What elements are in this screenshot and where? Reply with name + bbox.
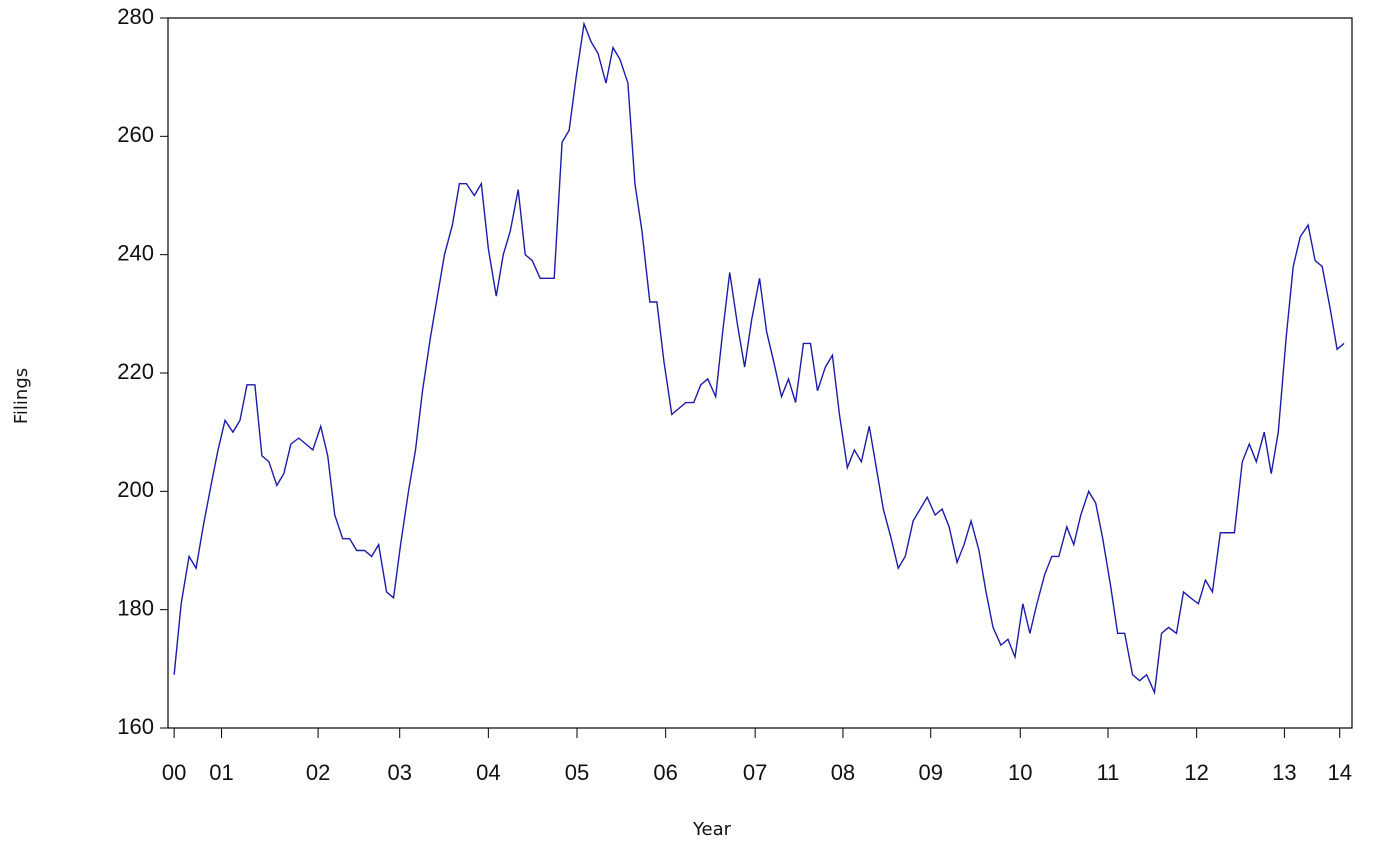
x-tick-label: 00 xyxy=(162,760,186,785)
x-tick-label: 06 xyxy=(653,760,677,785)
y-tick-label: 180 xyxy=(117,595,154,620)
y-tick-label: 280 xyxy=(117,4,154,29)
x-tick-label: 05 xyxy=(565,760,589,785)
x-tick-label: 01 xyxy=(209,760,233,785)
y-tick-label: 220 xyxy=(117,359,154,384)
x-tick-label: 07 xyxy=(743,760,767,785)
x-tick-label: 03 xyxy=(387,760,411,785)
x-tick-label: 10 xyxy=(1008,760,1032,785)
x-tick-label: 13 xyxy=(1272,760,1296,785)
x-tick-label: 08 xyxy=(831,760,855,785)
y-tick-label: 260 xyxy=(117,122,154,147)
x-tick-label: 14 xyxy=(1327,760,1351,785)
data-line xyxy=(173,21,1345,696)
x-tick-label: 02 xyxy=(306,760,330,785)
x-tick-label: 09 xyxy=(918,760,942,785)
x-axis-label: Year xyxy=(692,819,732,840)
y-axis-label: Filings xyxy=(11,368,32,424)
y-tick-label: 200 xyxy=(117,477,154,502)
y-tick-label: 160 xyxy=(117,714,154,739)
y-tick-label: 240 xyxy=(117,240,154,265)
x-tick-label: 04 xyxy=(476,760,500,785)
x-tick-label: 11 xyxy=(1097,760,1120,785)
x-tick-label: 12 xyxy=(1184,760,1208,785)
plot-frame xyxy=(167,17,1353,729)
